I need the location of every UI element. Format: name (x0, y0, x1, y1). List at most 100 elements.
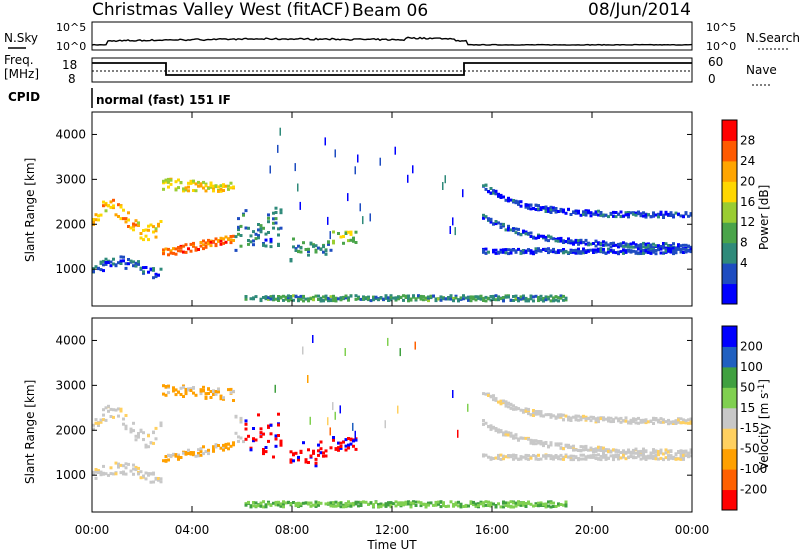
power-cell (332, 241, 335, 245)
velocity-cell (677, 418, 680, 422)
power-cell (339, 235, 343, 239)
power-cell (502, 222, 505, 226)
velocity-cell (224, 442, 228, 446)
velocity-cell (142, 431, 145, 435)
power-cell (567, 237, 570, 241)
velocity-cell (492, 398, 495, 402)
power-cell (107, 204, 110, 208)
velocity-cell (624, 416, 628, 420)
power-cell (684, 250, 688, 254)
velocity-cell (547, 504, 550, 508)
velocity-cell (142, 438, 145, 442)
power-cell (574, 210, 578, 214)
velocity-cell (172, 386, 175, 390)
velocity-cell (514, 504, 518, 508)
power-cell (184, 188, 188, 192)
velocity-cell (574, 455, 578, 459)
velocity-cell (634, 421, 638, 425)
velocity-cell (587, 455, 590, 459)
velocity-cell (162, 459, 165, 463)
power-cell (189, 249, 193, 253)
velocity-cell (569, 416, 573, 420)
velocity-cell (594, 417, 598, 421)
power-cell (582, 249, 585, 253)
velocity-cell (599, 454, 603, 458)
power-cell (382, 298, 385, 301)
velocity-cell (259, 501, 263, 505)
velocity-cell (232, 441, 235, 445)
power-cell (539, 208, 543, 211)
power-cell (502, 296, 505, 299)
velocity-cell (357, 504, 360, 508)
velocity-cell (627, 450, 630, 454)
velocity-cell (254, 438, 258, 442)
power-cell (569, 213, 573, 216)
velocity-cell (329, 504, 333, 508)
power-cell (427, 299, 430, 303)
power-cell (389, 294, 393, 298)
power-cell (374, 295, 378, 299)
power-cell (337, 297, 340, 301)
velocity-cell (237, 439, 240, 443)
power-cell (167, 180, 170, 184)
velocity-cell (609, 454, 613, 458)
power-cell (132, 222, 135, 226)
power-cell (409, 298, 413, 302)
power-cell (664, 247, 668, 251)
velocity-cell (202, 445, 205, 449)
velocity-cell (147, 434, 150, 438)
velocity-cell (337, 448, 340, 452)
power-cell (284, 297, 288, 301)
velocity-cell (109, 407, 113, 411)
power-cell (479, 294, 483, 298)
velocity-cell (452, 503, 455, 506)
power-cell (257, 236, 260, 240)
velocity-cell (189, 451, 193, 454)
velocity-cell (124, 414, 128, 417)
velocity-cell (684, 419, 688, 423)
velocity-cell (689, 421, 693, 425)
power-cell (292, 237, 295, 241)
power-cell (299, 297, 303, 301)
velocity-cell (592, 453, 595, 457)
power-cell (419, 297, 423, 301)
power-cell (482, 248, 485, 252)
power-cell (344, 296, 348, 300)
velocity-cell (194, 454, 198, 458)
power-cell (444, 175, 446, 184)
power-colorbar-swatch (722, 120, 737, 141)
power-cell (497, 298, 500, 302)
power-cell (174, 252, 178, 256)
power-cell (184, 186, 188, 190)
velocity-cell (532, 414, 535, 417)
power-cell (132, 224, 135, 228)
freq-trace (92, 62, 692, 76)
power-cell (572, 249, 575, 252)
velocity-cell (582, 448, 585, 452)
velocity-cell (192, 391, 195, 395)
velocity-cell (544, 502, 548, 506)
power-cell (264, 295, 268, 299)
velocity-cell (589, 415, 593, 419)
velocity-cell (559, 453, 563, 457)
velocity-cell (372, 503, 375, 507)
velocity-cell (397, 405, 399, 414)
velocity-cell (647, 454, 650, 458)
velocity-cell (277, 500, 280, 504)
power-cell (257, 228, 260, 232)
power-cell (504, 295, 508, 299)
station-title: Christmas Valley West (fitACF) (92, 0, 350, 20)
velocity-cell (569, 419, 573, 422)
velocity-cell (387, 337, 389, 346)
velocity-cell (677, 451, 680, 454)
power-cell (302, 299, 305, 303)
velocity-cell (144, 445, 148, 449)
velocity-cell (344, 505, 348, 509)
velocity-cell (399, 503, 403, 507)
velocity-cell (434, 503, 438, 507)
power-cell (684, 243, 688, 247)
power-cell (677, 243, 680, 247)
power-cell (114, 263, 118, 267)
velocity-cell (264, 450, 268, 454)
velocity-cell (554, 443, 558, 447)
